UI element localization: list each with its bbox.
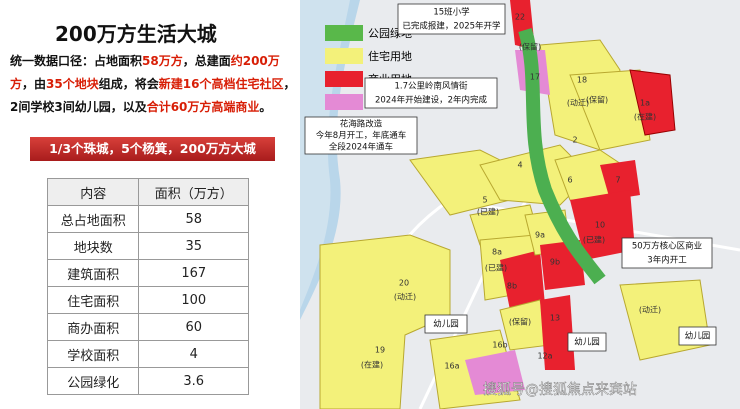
table-cell: 4 [138, 340, 249, 368]
intro-line: 方，由35个地块组成，将会新建16个高档住宅社区， [10, 73, 302, 96]
callout-text: 已完成报建，2025年开学 [402, 20, 501, 31]
callout-box [397, 3, 506, 35]
plot-label: 7 [615, 176, 620, 185]
plot-label: 20 [399, 279, 409, 288]
table-cell: 60 [138, 313, 249, 341]
plot-label: (保留) [509, 317, 531, 327]
plot-label: 18 [577, 76, 587, 85]
plot-label: 17 [530, 73, 540, 82]
plot-label: 2 [572, 136, 577, 145]
plot-label: (保留) [586, 95, 608, 105]
callout-box [567, 332, 607, 352]
table-row: 商办面积 60 [46, 313, 249, 341]
plot-label: 1a [640, 99, 650, 108]
watermark: 搜狐号@搜狐焦点来宾站 [483, 382, 637, 398]
table-header: 面积（万方） [138, 178, 249, 206]
callout-text: 15班小学 [433, 7, 470, 18]
plot-label: 8a [492, 248, 502, 257]
plot-label: 6 [567, 176, 572, 185]
intro-text: 方 [10, 77, 23, 91]
table-header: 内容 [46, 178, 140, 206]
callout-text: 幼儿园 [433, 319, 459, 330]
plot-label: 5 [482, 196, 487, 205]
intro-text: 。 [259, 100, 272, 114]
callout-text: 今年8月开工，年底通车 [316, 130, 406, 141]
table-cell: 167 [138, 259, 249, 287]
table-cell: 住宅面积 [46, 286, 140, 314]
intro-text: ，由 [22, 77, 47, 91]
table-cell: 3.6 [138, 367, 249, 395]
callout-box [678, 326, 717, 346]
plot-label: (已建) [485, 263, 507, 273]
plot-label: (在建) [361, 360, 383, 370]
plot-label: (保留) [519, 42, 541, 52]
table-cell: 地块数 [46, 232, 140, 260]
table-row: 建筑面积 167 [46, 259, 249, 287]
callout-text: 全段2024年通车 [329, 142, 393, 153]
plot-label: (已建) [477, 207, 499, 217]
intro-text: ， [283, 77, 296, 91]
table-row: 地块数 35 [46, 232, 249, 260]
callout-box [621, 237, 713, 269]
plot-label: 9a [535, 231, 545, 240]
table-cell: 建筑面积 [46, 259, 140, 287]
intro-line: 2间学校3间幼儿园，以及合计60万方高端商业。 [10, 96, 302, 119]
intro-text: 58万方 [142, 54, 183, 68]
plot-label: 16a [444, 362, 459, 371]
title: 200万方生活大城 [55, 22, 217, 46]
plot-label: 16b [492, 341, 507, 350]
table-cell: 学校面积 [46, 340, 140, 368]
callout-text: 幼儿园 [685, 331, 711, 342]
table-row: 学校面积 4 [46, 340, 249, 368]
intro-text: 统一数据口径：占地面积 [10, 54, 143, 68]
intro-text: 35个地块 [46, 77, 99, 91]
plot-label: 10 [595, 221, 605, 230]
plot-label: (在建) [634, 112, 656, 122]
plot-label: 19 [375, 346, 385, 355]
intro-text: ，总建面 [182, 54, 231, 68]
table-row: 总占地面积 58 [46, 205, 249, 233]
intro-text: 合计60万方高端商业 [146, 100, 260, 114]
plot-label: 22 [515, 13, 525, 22]
plot-label: (动迁) [639, 305, 661, 315]
plot-label: 12a [537, 352, 552, 361]
callout-text: 1.7公里岭南风情街 [394, 81, 468, 92]
callout-text: 花海路改造 [340, 118, 383, 129]
table-cell: 58 [138, 205, 249, 233]
intro-text: 约200万 [230, 54, 280, 68]
callout-text: 50万方核心区商业 [632, 241, 702, 252]
table-row: 住宅面积 100 [46, 286, 249, 314]
intro-line: 统一数据口径：占地面积58万方，总建面约200万 [10, 50, 302, 73]
legend-label: 住宅用地 [368, 49, 412, 63]
intro-text: 新建16个高档住宅社区 [158, 77, 284, 91]
plot-label: 8b [507, 282, 517, 291]
callout-text: 幼儿园 [574, 337, 600, 348]
plot-label: (动迁) [567, 98, 589, 108]
callout-box [424, 314, 468, 334]
intro-text: 组成，将会 [98, 77, 159, 91]
table-cell: 公园绿化 [46, 367, 140, 395]
callout-text: 3年内开工 [647, 254, 687, 265]
plot-label: 4 [517, 161, 522, 170]
banner: 1/3个珠城，5个杨箕，200万方大城 [30, 137, 275, 161]
intro-text: 2间学校3间幼儿园，以及 [10, 100, 147, 114]
table-cell: 总占地面积 [46, 205, 140, 233]
table-cell: 100 [138, 286, 249, 314]
table-cell: 35 [138, 232, 249, 260]
callout-text: 2024年开始建设，2年内完成 [375, 94, 488, 105]
left-panel: 200万方生活大城 统一数据口径：占地面积58万方，总建面约200万 方，由35个… [0, 0, 300, 409]
plot-label: 13 [550, 314, 560, 323]
callout-box [304, 116, 418, 155]
map: 公园绿地住宅用地商业用地15班小学已完成报建，2025年开学1.7公里岭南风情街… [300, 0, 740, 409]
intro: 统一数据口径：占地面积58万方，总建面约200万 方，由35个地块组成，将会新建1… [10, 50, 302, 119]
plot-label: 9b [550, 258, 560, 267]
table-row: 公园绿化 3.6 [46, 367, 249, 395]
plot-label: (已建) [583, 235, 605, 245]
table-cell: 商办面积 [46, 313, 140, 341]
callout-box [364, 77, 498, 109]
data-table: 内容 面积（万方） 总占地面积 58 地块数 35 建筑面积 167 住宅面积 100 商办面积 60… [46, 178, 249, 395]
plot-label: (动迁) [394, 292, 416, 302]
